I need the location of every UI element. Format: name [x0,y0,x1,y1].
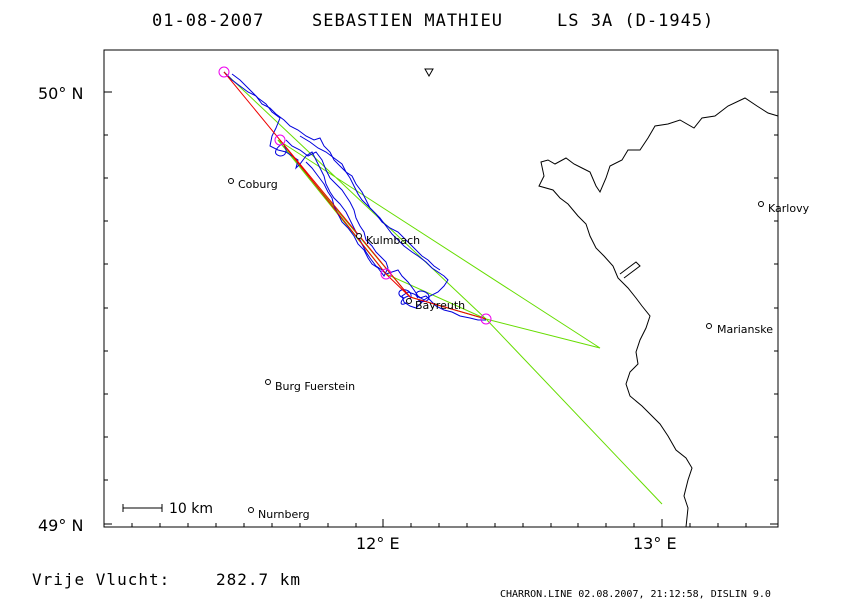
turnpoint-2 [274,134,286,146]
left-ticks [104,91,112,525]
town-markers [228,178,764,513]
town-dot-karlovy [758,201,764,207]
town-label-bayreuth: Bayreuth [415,299,465,312]
lon-label-left: 12° E [356,534,400,553]
start-marker-icon [424,68,434,78]
town-dot-bayreuth [406,298,412,304]
town-label-nurnberg: Nurnberg [258,508,310,521]
title-date: 01-08-2007 [152,11,264,31]
town-dot-burg-fuerstein [265,379,271,385]
turnpoint-3 [380,268,392,280]
optimized-legs [223,71,487,320]
border-inlet [619,261,641,279]
footer-info: CHARRON.LINE 02.08.2007, 21:12:58, DISLI… [500,589,771,600]
lon-label-right: 13° E [633,534,677,553]
right-ticks [770,91,778,525]
turnpoint-start [218,66,230,78]
town-label-marianske: Marianske [717,323,773,336]
town-dot-coburg [228,178,234,184]
town-dot-kulmbach [356,233,362,239]
turnpoint-4 [480,313,492,325]
map-frame [103,49,779,528]
town-label-kulmbach: Kulmbach [366,234,420,247]
distance-value: 282.7 km [216,570,301,589]
lat-label-bottom: 49° N [38,516,83,535]
town-dot-marianske [706,323,712,329]
title-pilot: SEBASTIEN MATHIEU [312,11,503,31]
turnpoints [218,66,492,325]
town-label-karlovy: Karlovy [768,202,810,215]
scale-bar-label: 10 km [169,501,213,517]
bottom-ticks [131,519,747,527]
town-label-burg-fuerstein: Burg Fuerstein [275,380,355,393]
country-border [538,97,779,528]
town-label-coburg: Coburg [238,178,278,191]
flight-track [223,71,486,321]
task-legs [223,71,663,505]
town-dot-nurnberg [248,507,254,513]
title-glider: LS 3A (D-1945) [557,11,714,31]
lat-label-top: 50° N [38,84,83,103]
distance-label: Vrije Vlucht: [32,570,170,589]
scale-bar [122,504,163,512]
